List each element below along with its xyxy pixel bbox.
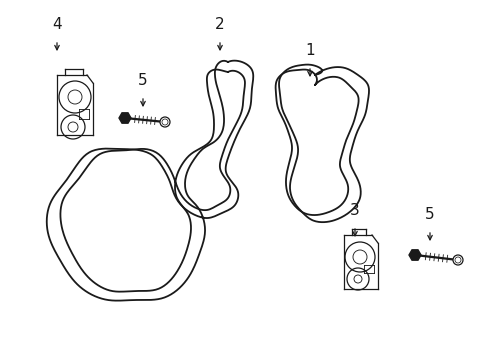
Circle shape [454,257,460,263]
Text: 4: 4 [52,17,61,32]
Polygon shape [119,113,131,123]
Text: 1: 1 [305,43,314,58]
Polygon shape [408,250,420,260]
Circle shape [162,119,168,125]
Circle shape [160,117,170,127]
Text: 3: 3 [349,203,359,218]
Text: 5: 5 [425,207,434,222]
Text: 5: 5 [138,73,147,88]
Circle shape [452,255,462,265]
Text: 2: 2 [215,17,224,32]
